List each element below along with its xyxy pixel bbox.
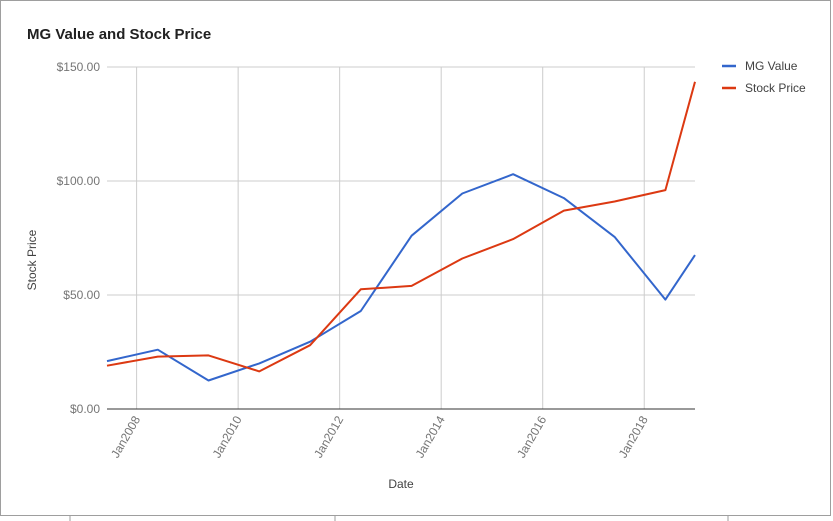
- y-tick-label: $150.00: [57, 60, 101, 74]
- legend-label: MG Value: [745, 59, 798, 73]
- x-tick-label: Jan2016: [514, 413, 549, 460]
- series-line-stock-price: [106, 81, 696, 373]
- y-tick-labels: $0.00 $50.00 $100.00 $150.00: [57, 60, 101, 416]
- x-axis-title: Date: [388, 477, 414, 491]
- x-tick-label: Jan2018: [616, 413, 651, 460]
- grid-lines: [107, 66, 695, 409]
- chart-title: MG Value and Stock Price: [27, 26, 212, 43]
- legend: MG Value Stock Price: [722, 59, 806, 95]
- x-tick-labels: Jan2008 Jan2010 Jan2012 Jan2014 Jan2016 Jan20…: [108, 413, 651, 460]
- y-tick-label: $0.00: [70, 402, 100, 416]
- frame-bottom-ticks: [69, 516, 729, 521]
- y-tick-label: $100.00: [57, 174, 101, 188]
- x-tick-label: Jan2010: [210, 413, 245, 460]
- series-line-mg-value: [106, 173, 696, 382]
- y-tick-label: $50.00: [63, 288, 100, 302]
- y-axis-title: Stock Price: [25, 229, 39, 290]
- x-tick-label: Jan2012: [311, 413, 346, 460]
- x-tick-label: Jan2014: [413, 413, 448, 460]
- legend-label: Stock Price: [745, 81, 806, 95]
- series-lines: [106, 81, 696, 382]
- x-tick-label: Jan2008: [108, 413, 143, 460]
